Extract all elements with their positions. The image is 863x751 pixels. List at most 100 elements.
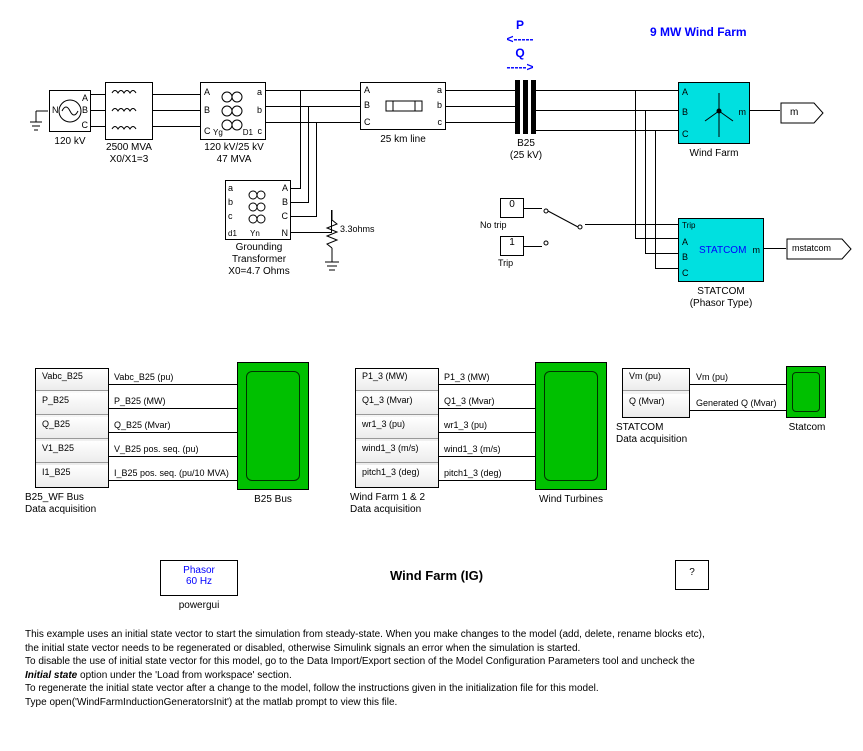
daq1-r1: P_B25 (36, 393, 108, 415)
const1-text: 1 (509, 237, 515, 248)
stat-b: B (682, 252, 688, 262)
impedance-block[interactable] (105, 82, 153, 140)
coil-icon (106, 83, 152, 139)
stat-trip: Trip (682, 221, 695, 230)
daq2-r4: pitch1_3 (deg) (356, 465, 438, 487)
constant-1[interactable]: 1 (500, 236, 524, 256)
main-xfmr-label1: 120 kV/25 kV (194, 142, 274, 154)
daq1-s4: I_B25 pos. seq. (pu/10 MVA) (114, 468, 229, 479)
line-port-bl: B (364, 100, 370, 110)
wind-scope[interactable] (535, 362, 607, 490)
powergui-label: powergui (160, 600, 238, 612)
line-label: 25 km line (360, 134, 446, 146)
port-a-r: a (257, 87, 262, 97)
wf-a: A (682, 87, 688, 97)
daq3-s1: Generated Q (Mvar) (696, 398, 777, 409)
daq1-s1: P_B25 (MW) (114, 396, 166, 407)
arrow-right: -----> (480, 60, 560, 74)
stat-text: STATCOM (699, 245, 746, 256)
bus-bar-1 (515, 80, 520, 134)
port-a: A (82, 93, 88, 103)
pi-line-block[interactable]: A B C a b c (360, 82, 446, 130)
line-port-br: b (437, 100, 442, 110)
powergui-l2: 60 Hz (161, 576, 237, 587)
wind-daq-block[interactable]: P1_3 (MW) Q1_3 (Mvar) wr1_3 (pu) wind1_3… (355, 368, 439, 488)
daq3-s0: Vm (pu) (696, 372, 728, 383)
statcom-scope[interactable] (786, 366, 826, 418)
daq1-r3: V1_B25 (36, 441, 108, 463)
gt-n: N (282, 228, 289, 238)
port-b: B (82, 105, 88, 115)
line-port-ar: a (437, 85, 442, 95)
notrip-label: No trip (480, 220, 507, 231)
daq2-r2: wr1_3 (pu) (356, 417, 438, 439)
wind-farm-label: Wind Farm (678, 148, 750, 160)
gt-icon (242, 187, 276, 229)
port-c-r: c (258, 126, 263, 136)
daq1-s0: Vabc_B25 (pu) (114, 372, 173, 383)
transformer-icon (215, 87, 253, 133)
bus-rating: (25 kV) (500, 150, 552, 162)
statcom-label1: STATCOM (678, 286, 764, 298)
daq2-r3: wind1_3 (m/s) (356, 441, 438, 463)
b25-daq-block[interactable]: Vabc_B25 P_B25 Q_B25 V1_B25 I1_B25 (35, 368, 109, 488)
statcom-daq-block[interactable]: Vm (pu) Q (Mvar) (622, 368, 690, 418)
q-label: Q (480, 46, 560, 60)
bus-label: B25 (505, 138, 547, 150)
main-xfmr-label2: 47 MVA (194, 154, 274, 166)
statcom-label2: (Phasor Type) (678, 298, 764, 310)
powergui-block[interactable]: Phasor 60 Hz (160, 560, 238, 596)
goto-m-tag[interactable] (780, 102, 824, 124)
scope3-label: Statcom (780, 422, 834, 434)
daq3-r0: Vm (pu) (623, 369, 689, 391)
daq2-r1: Q1_3 (Mvar) (356, 393, 438, 415)
gt-ar: A (282, 183, 288, 193)
daq1-r0: Vabc_B25 (36, 369, 108, 391)
pq-annotation: P <----- Q -----> (480, 18, 560, 74)
gt-yn: Yn (250, 229, 260, 238)
gt-bl: b (228, 197, 233, 207)
source-label: 120 kV (49, 136, 91, 148)
daq1-s3: V_B25 pos. seq. (pu) (114, 444, 199, 455)
b25-scope[interactable] (237, 362, 309, 490)
powergui-l1: Phasor (161, 565, 237, 576)
line-port-cr: c (438, 117, 443, 127)
footer-l6: Type open('WindFarmInductionGeneratorsIn… (25, 696, 845, 710)
daq2-s4: pitch1_3 (deg) (444, 468, 502, 479)
footer-l5: To regenerate the initial state vector a… (25, 682, 845, 696)
daq2-label2: Data acquisition (350, 504, 460, 516)
statcom-block[interactable]: Trip A B C m STATCOM (678, 218, 764, 282)
wind-turbine-icon (699, 89, 739, 139)
gt-cl: c (228, 211, 233, 221)
daq3-label2: Data acquisition (616, 434, 716, 446)
main-transformer[interactable]: A B C a b c Yg D1 (200, 82, 266, 140)
goto-mstat-label: mstatcom (792, 243, 831, 254)
pi-line-icon (385, 97, 423, 117)
gt-d1: d1 (228, 229, 237, 238)
help-block[interactable]: ? (675, 560, 709, 590)
gt-label3: X0=4.7 Ohms (214, 266, 304, 278)
daq2-s2: wr1_3 (pu) (444, 420, 487, 431)
impedance-label1: 2500 MVA (98, 142, 160, 154)
line-port-al: A (364, 85, 370, 95)
port-n: N (52, 105, 59, 115)
manual-switch-icon[interactable] (540, 205, 586, 249)
daq1-label2: Data acquisition (25, 504, 120, 516)
footer-l2: the initial state vector needs to be reg… (25, 642, 845, 656)
footer-l4: option under the 'Load from workspace' s… (77, 670, 292, 681)
gt-label1: Grounding (214, 242, 304, 254)
gt-label2: Transformer (214, 254, 304, 266)
port-c-l: C (204, 126, 211, 136)
ground-icon (28, 106, 50, 136)
gt-br: B (282, 197, 288, 207)
stat-c: C (682, 268, 689, 278)
bus-bar-2 (523, 80, 528, 134)
wind-farm-block[interactable]: A B C m (678, 82, 750, 144)
model-title: 9 MW Wind Farm (650, 25, 747, 39)
port-c: C (82, 120, 89, 130)
figure-title: Wind Farm (IG) (390, 568, 483, 584)
grounding-transformer[interactable]: a b c d1 A B C N Yn (225, 180, 291, 240)
three-phase-source[interactable]: N A B C (49, 90, 91, 132)
constant-0[interactable]: 0 (500, 198, 524, 218)
gt-cr: C (282, 211, 289, 221)
